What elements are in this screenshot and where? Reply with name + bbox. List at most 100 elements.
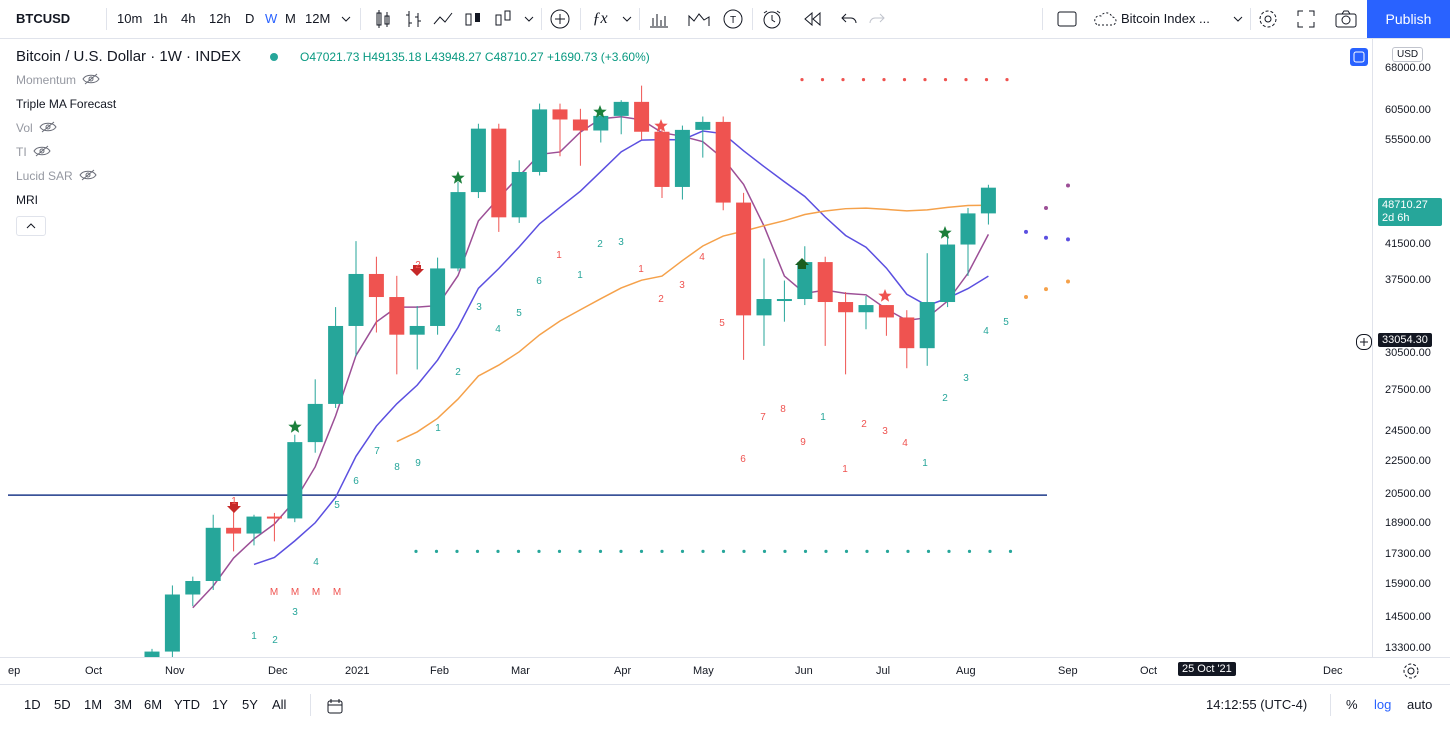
compare-add-icon[interactable] (548, 8, 572, 30)
candle-body (389, 297, 405, 335)
layout-name-button[interactable]: Bitcoin Index ... (1121, 11, 1210, 26)
eye-hidden-icon[interactable] (33, 145, 51, 160)
price-axis[interactable] (1372, 39, 1450, 657)
sequence-count-label: 2 (861, 419, 867, 430)
arrow-down-icon (410, 265, 424, 276)
indicator-lucid-sar[interactable]: Lucid SAR (16, 169, 97, 184)
time-tick-label: Dec (268, 665, 288, 677)
indicator-ti[interactable]: TI (16, 145, 51, 160)
chart-pane[interactable]: 1 1 2 3 M M M M 4 5 6 7 8 9 1 2 3 4 5 6 2 1 1 2 3 1 2 3 4 5 6 7 8 9 1 1 2 3 4 1… (0, 39, 1372, 676)
publish-button[interactable]: Publish (1367, 0, 1450, 38)
add-alert-plus-icon[interactable] (1356, 334, 1372, 350)
interval-10m[interactable]: 10m (117, 11, 143, 26)
price-tick-label: 37500.00 (1385, 273, 1431, 286)
text-tool-icon[interactable]: T (722, 8, 744, 30)
interval-m[interactable]: M (285, 11, 296, 26)
candles-style-icon[interactable] (372, 8, 394, 30)
camera-snapshot-icon[interactable] (1334, 8, 1358, 30)
hollow-candles-icon[interactable] (462, 8, 484, 30)
object-tree-icon[interactable] (1350, 48, 1368, 66)
log-scale-toggle[interactable]: log (1374, 697, 1392, 712)
indicator-vol[interactable]: Vol (16, 121, 57, 136)
interval-chevron-icon[interactable] (339, 8, 353, 30)
eye-hidden-icon[interactable] (39, 121, 57, 136)
range-3m[interactable]: 3M (114, 697, 133, 712)
price-tick-label: 60500.00 (1385, 103, 1431, 116)
bars-style-icon[interactable] (403, 8, 425, 30)
sequence-count-label: 1 (842, 464, 848, 475)
sar-dot-bottom (639, 549, 644, 553)
settings-gear-icon[interactable] (1257, 8, 1279, 30)
range-5y[interactable]: 5Y (242, 697, 258, 712)
signal-star-icon (938, 226, 952, 239)
price-chart[interactable]: 1 1 2 3 M M M M 4 5 6 7 8 9 1 2 3 4 5 6 2 1 1 2 3 1 2 3 4 5 6 7 8 9 1 1 2 3 4 1… (0, 39, 1372, 676)
interval-d[interactable]: D (245, 11, 255, 26)
line-style-icon[interactable] (432, 8, 454, 30)
timezone-clock[interactable]: 14:12:55 (UTC-4) (1206, 697, 1308, 712)
undo-icon[interactable] (838, 8, 860, 30)
collapse-legend-button[interactable] (16, 216, 46, 236)
interval-12m[interactable]: 12M (305, 11, 331, 26)
range-all[interactable]: All (272, 697, 287, 712)
time-axis[interactable] (0, 657, 1450, 684)
indicator-mri[interactable]: MRI (16, 193, 38, 207)
high-value: 49135.18 (371, 50, 422, 64)
indicator-triple-ma-forecast[interactable]: Triple MA Forecast (16, 97, 116, 111)
alert-clock-icon[interactable] (760, 8, 784, 30)
candle-body (470, 128, 486, 193)
templates-icon[interactable] (686, 8, 712, 30)
range-ytd[interactable]: YTD (174, 697, 200, 712)
time-tick-label: May (693, 665, 714, 677)
candle-body (613, 101, 629, 116)
eye-hidden-icon[interactable] (79, 169, 97, 184)
open-value: 47021.73 (309, 50, 360, 64)
sar-dot-bottom (701, 549, 705, 553)
indicators-fx-icon[interactable]: ƒx (592, 10, 608, 27)
range-1d[interactable]: 1D (24, 697, 41, 712)
eye-hidden-icon[interactable] (82, 73, 100, 88)
percent-scale-toggle[interactable]: % (1346, 697, 1358, 712)
layout-chevron-icon[interactable] (1230, 8, 1246, 30)
sequence-count-label: 8 (780, 404, 786, 415)
range-6m[interactable]: 6M (144, 697, 163, 712)
auto-scale-toggle[interactable]: auto (1407, 697, 1433, 712)
interval-w[interactable]: W (265, 11, 278, 26)
forecast-dot (1066, 237, 1070, 242)
redo-icon[interactable] (866, 8, 888, 30)
sar-dot-top (861, 78, 866, 82)
sar-dot-bottom (721, 549, 726, 553)
currency-button[interactable]: USD (1392, 47, 1424, 62)
chart-type-chevron-icon[interactable] (520, 8, 538, 30)
forecast-dot (1044, 235, 1048, 240)
replay-icon[interactable] (800, 8, 824, 30)
financials-icon[interactable] (647, 8, 671, 30)
candle-body (960, 213, 976, 245)
symbol-title[interactable]: Bitcoin / U.S. Dollar · 1W · INDEX (16, 48, 242, 65)
sequence-count-label: 1 (820, 412, 826, 423)
interval-4h[interactable]: 4h (181, 11, 196, 26)
candle-body (226, 527, 242, 534)
indicators-chevron-icon[interactable] (618, 8, 636, 30)
candle-body (491, 128, 507, 218)
fullscreen-icon[interactable] (1295, 8, 1317, 30)
candle-body (246, 516, 262, 534)
candle-body (776, 299, 792, 302)
candle-body (980, 187, 996, 214)
symbol-search-button[interactable]: BTCUSD (16, 11, 71, 26)
goto-date-icon[interactable] (326, 697, 344, 720)
high-label: H (362, 50, 372, 64)
interval-1h[interactable]: 1h (153, 11, 168, 26)
interval-12h[interactable]: 12h (209, 11, 231, 26)
indicator-name: TI (16, 145, 27, 159)
chart-settings-gear-icon[interactable] (1402, 662, 1420, 685)
time-tick-label: Oct (1140, 665, 1158, 677)
range-1m[interactable]: 1M (84, 697, 103, 712)
indicator-momentum[interactable]: Momentum (16, 73, 100, 88)
heikin-ashi-icon[interactable] (492, 8, 514, 30)
layout-select-icon[interactable] (1056, 8, 1078, 30)
sar-dot-top (943, 78, 948, 82)
range-5d[interactable]: 5D (54, 697, 71, 712)
price-tick-label: 27500.00 (1385, 383, 1431, 396)
sequence-count-label: M (291, 587, 299, 598)
range-1y[interactable]: 1Y (212, 697, 228, 712)
